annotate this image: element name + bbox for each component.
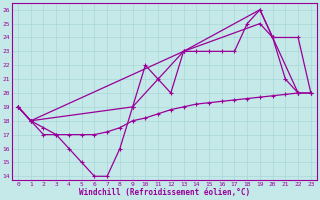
X-axis label: Windchill (Refroidissement éolien,°C): Windchill (Refroidissement éolien,°C) <box>79 188 250 197</box>
